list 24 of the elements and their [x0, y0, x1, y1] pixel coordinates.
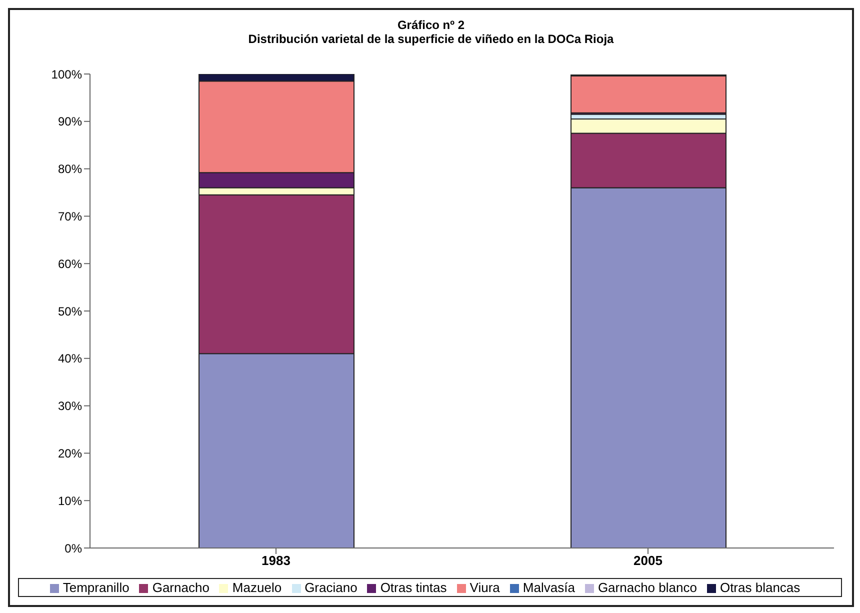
y-tick-label: 100% — [51, 67, 82, 82]
y-tick-label: 40% — [58, 352, 82, 366]
y-tick-label: 0% — [64, 541, 82, 556]
legend-label: Garnacho blanco — [598, 580, 697, 595]
y-tick-label: 20% — [58, 446, 82, 460]
y-tick-label: 70% — [58, 209, 82, 224]
legend-label: Tempranillo — [62, 580, 130, 595]
legend-label: Mazuelo — [232, 580, 282, 595]
legend-label: Garnacho — [152, 580, 210, 595]
chart-subtitle: Distribución varietal de la superficie de viñedo en la DOCa Rioja — [247, 32, 615, 46]
y-tick-label: 90% — [58, 114, 82, 129]
legend-label: Malvasía — [522, 580, 575, 595]
y-tick-label: 10% — [58, 494, 82, 508]
y-tick-label: 30% — [58, 399, 82, 414]
chart-title: Gráfico nº 2 — [396, 18, 466, 32]
x-tick-label: 2005 — [634, 553, 662, 568]
legend-label: Otras tintas — [380, 580, 447, 595]
y-tick-label: 80% — [58, 162, 82, 176]
legend-label: Viura — [470, 580, 500, 595]
y-tick-label: 50% — [58, 304, 82, 318]
y-tick-label: 60% — [58, 256, 82, 271]
legend-label: Graciano — [304, 580, 358, 595]
x-tick-label: 1983 — [262, 553, 290, 568]
legend-label: Otras blancas — [720, 580, 800, 595]
